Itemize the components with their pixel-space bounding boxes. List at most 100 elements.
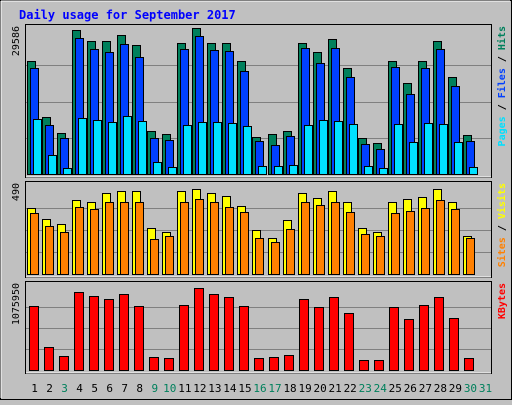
bar-sites-day-28 (436, 200, 445, 275)
bar-pages-day-10 (168, 167, 177, 175)
x-tick-label: 20 (314, 382, 327, 395)
bar-pages-day-6 (108, 122, 117, 175)
bar-sites-day-10 (165, 236, 174, 275)
panel-kbytes: 1075950 KBytes (11, 281, 508, 374)
bar-pages-day-27 (424, 123, 433, 175)
legend-part: / (497, 98, 508, 116)
bar-pages-day-25 (394, 124, 403, 175)
y-max-label: 1075950 (11, 283, 22, 325)
x-tick-label: 4 (76, 382, 83, 395)
x-tick-label: 22 (344, 382, 357, 395)
x-tick-label: 11 (178, 382, 191, 395)
bar-sites-day-16 (255, 238, 264, 275)
bar-sites-day-27 (421, 208, 430, 275)
bar-sites-day-14 (225, 207, 234, 275)
bar-kbytes-day-30 (464, 358, 474, 371)
x-tick-label: 15 (238, 382, 251, 395)
legend-part: KBytes (497, 283, 508, 319)
bar-sites-day-5 (90, 209, 99, 275)
bar-sites-day-4 (75, 207, 84, 275)
bar-sites-day-18 (286, 229, 295, 275)
bar-pages-day-17 (274, 166, 283, 175)
bar-pages-day-16 (258, 166, 267, 175)
bar-kbytes-day-27 (419, 305, 429, 371)
bar-kbytes-day-18 (284, 355, 294, 371)
legend-part: Hits (496, 26, 508, 50)
bar-kbytes-day-4 (74, 292, 84, 371)
x-tick-label: 16 (253, 382, 266, 395)
bar-kbytes-day-11 (179, 305, 189, 371)
legend-part: / (497, 219, 508, 237)
x-tick-label: 23 (359, 382, 372, 395)
bar-pages-day-3 (63, 168, 72, 175)
bar-kbytes-day-6 (104, 299, 114, 371)
bar-kbytes-day-20 (314, 307, 324, 371)
bar-sites-day-13 (210, 202, 219, 275)
bar-sites-day-23 (361, 234, 370, 275)
legend-part: Sites (496, 237, 508, 267)
bar-pages-day-28 (439, 124, 448, 175)
bar-pages-day-9 (153, 162, 162, 175)
bar-kbytes-day-9 (149, 357, 159, 371)
bar-sites-day-15 (240, 212, 249, 275)
bar-pages-day-29 (454, 142, 463, 175)
bar-sites-day-20 (316, 205, 325, 275)
bar-pages-day-11 (183, 125, 192, 175)
bar-pages-day-5 (93, 120, 102, 175)
bar-kbytes-day-2 (44, 347, 54, 371)
x-tick-label: 1 (31, 382, 38, 395)
legend-part: Visits (496, 183, 508, 219)
x-tick-label: 29 (449, 382, 462, 395)
bar-kbytes-day-17 (269, 357, 279, 371)
chart-panels: 29586 Pages / Files / Hits 490 Sites / Visi… (11, 24, 508, 374)
bar-kbytes-day-1 (29, 306, 39, 371)
x-tick-label: 6 (106, 382, 113, 395)
bar-kbytes-day-24 (374, 360, 384, 371)
bar-pages-day-26 (409, 142, 418, 175)
bar-sites-day-7 (120, 202, 129, 275)
bar-kbytes-day-15 (239, 306, 249, 371)
x-tick-label: 14 (223, 382, 237, 395)
axis-legend-kbytes: KBytes (497, 283, 508, 319)
bar-kbytes-day-28 (434, 297, 444, 371)
bar-kbytes-day-16 (254, 358, 264, 371)
bar-pages-day-20 (319, 120, 328, 175)
x-tick-label: 19 (298, 382, 311, 395)
bar-sites-day-19 (301, 202, 310, 275)
bar-sites-day-25 (391, 213, 400, 275)
bar-pages-day-13 (213, 122, 222, 175)
legend-part: / (497, 50, 508, 68)
bar-sites-day-6 (105, 202, 114, 275)
legend-part: Files (496, 68, 508, 98)
bar-pages-day-21 (334, 121, 343, 175)
bar-pages-day-14 (228, 123, 237, 175)
bar-sites-day-22 (346, 212, 355, 275)
bar-pages-day-1 (33, 119, 42, 175)
bar-kbytes-day-14 (224, 297, 234, 371)
bar-pages-day-15 (243, 126, 252, 175)
bar-sites-day-1 (30, 213, 39, 275)
bar-pages-day-7 (123, 116, 132, 175)
bar-sites-day-12 (195, 199, 204, 275)
bar-sites-day-8 (135, 202, 144, 275)
bar-kbytes-day-10 (164, 358, 174, 371)
bar-kbytes-day-22 (344, 313, 354, 371)
x-tick-label: 9 (151, 382, 158, 395)
bar-sites-day-17 (271, 242, 280, 275)
legend-part: Pages (497, 116, 508, 146)
bar-kbytes-day-8 (134, 306, 144, 371)
bar-kbytes-day-3 (59, 356, 69, 371)
bar-pages-day-23 (364, 166, 373, 175)
bar-kbytes-day-25 (389, 307, 399, 371)
bar-pages-day-30 (469, 167, 478, 175)
axis-legend-visits-sites: Sites / Visits (496, 183, 508, 267)
bar-kbytes-day-12 (194, 288, 204, 371)
bar-sites-day-29 (451, 209, 460, 275)
x-tick-label: 12 (193, 382, 206, 395)
panel-visits-sites: 490 Sites / Visits (11, 181, 508, 278)
bar-sites-day-26 (406, 211, 415, 275)
chart-title: Daily usage for September 2017 (19, 8, 236, 22)
bar-sites-day-30 (466, 238, 475, 275)
